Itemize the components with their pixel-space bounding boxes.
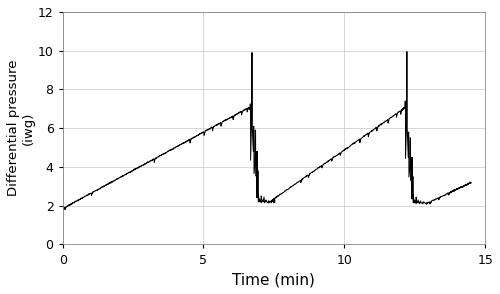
Y-axis label: Differential pressure
(iwg): Differential pressure (iwg) [7,60,35,196]
X-axis label: Time (min): Time (min) [232,272,316,287]
